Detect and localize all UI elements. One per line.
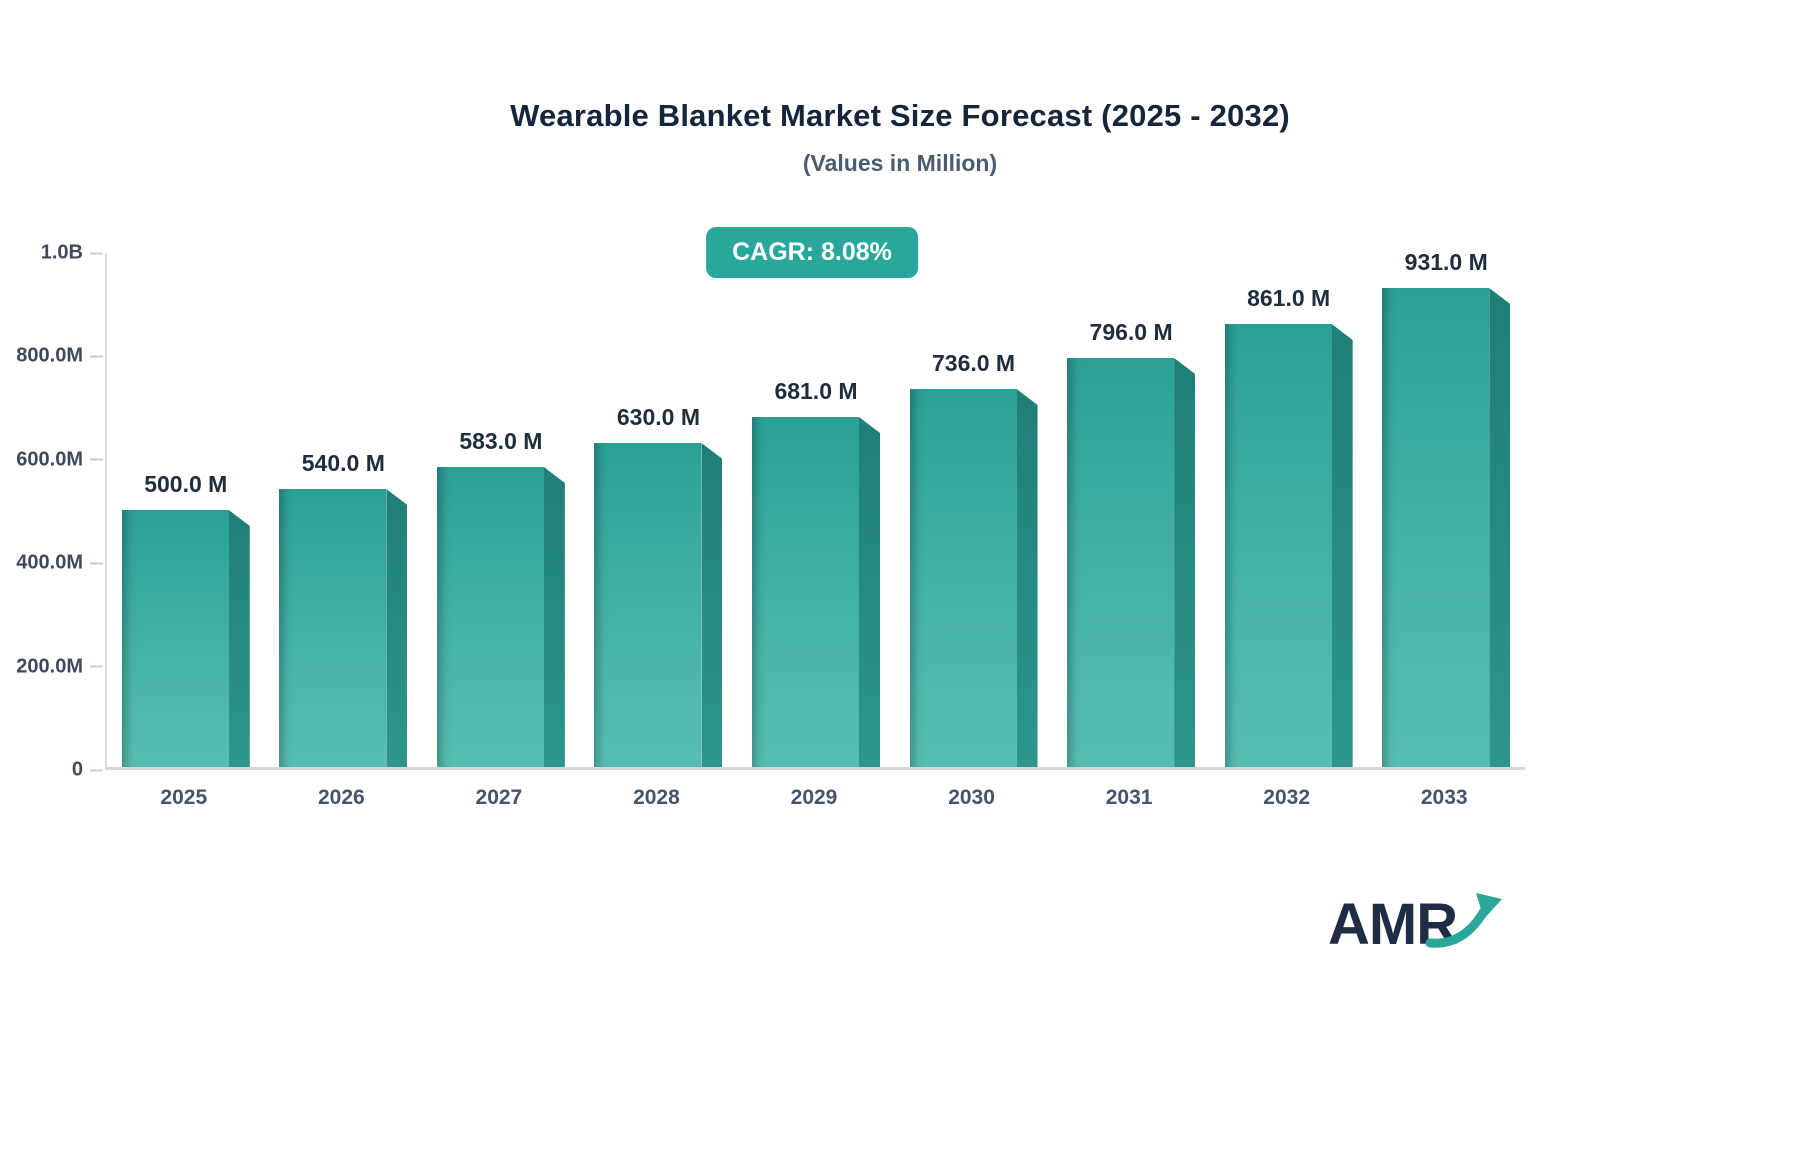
bar-side	[1174, 358, 1196, 767]
bar-face	[1224, 324, 1332, 767]
bar-side	[859, 417, 880, 767]
bar-face	[752, 417, 859, 767]
chart-subtitle: (Values in Million)	[802, 150, 998, 176]
bar-2030: 736.0 M	[909, 339, 1038, 767]
bar-value-label: 931.0 M	[1404, 249, 1488, 275]
bar-value-label: 861.0 M	[1247, 285, 1331, 311]
x-axis: 2025 2026 2027 2028 2029 2030 2031 2032 2033	[105, 786, 1525, 816]
bar-value-label: 630.0 M	[616, 404, 700, 430]
bar-value-label: 736.0 M	[931, 350, 1016, 376]
bar-value-label: 540.0 M	[301, 450, 385, 476]
y-tick: 600.0M	[16, 448, 103, 471]
chart-title: Wearable Blanket Market Size Forecast (2…	[510, 98, 1290, 133]
y-tick-label: 1.0B	[40, 241, 83, 264]
y-tick-mark	[90, 458, 103, 461]
bar-value-label: 500.0 M	[144, 471, 228, 497]
bar-side	[1331, 324, 1353, 767]
x-axis-label: 2027	[475, 786, 523, 809]
bar-value-label: 583.0 M	[459, 428, 543, 454]
x-axis-label: 2025	[160, 786, 208, 809]
x-axis-label: 2026	[317, 786, 365, 809]
bar-value-label: 681.0 M	[774, 378, 858, 404]
bar-2026: 540.0 M	[279, 439, 408, 767]
y-tick: 400.0M	[16, 552, 103, 575]
x-axis-label: 2031	[1105, 786, 1153, 809]
bar-side	[386, 489, 408, 767]
bar-2028: 630.0 M	[594, 393, 723, 767]
x-axis-label: 2032	[1263, 786, 1311, 809]
bar-2033: 931.0 M	[1382, 238, 1511, 767]
bar-2027: 583.0 M	[436, 417, 565, 767]
bar-2029: 681.0 M	[752, 367, 880, 767]
bar-face	[279, 489, 387, 767]
y-tick-mark	[90, 252, 103, 254]
y-tick-label: 0	[71, 758, 83, 781]
bar-face	[594, 443, 702, 767]
y-tick-mark	[90, 665, 103, 668]
y-axis: 0 200.0M 400.0M 600.0M 800.0M 1.0B	[0, 242, 103, 781]
bar-side	[1016, 389, 1038, 767]
amr-logo-text: AMR	[1328, 892, 1458, 957]
x-axis-label: 2030	[948, 786, 995, 809]
y-tick-mark	[90, 562, 103, 565]
bar-face	[1382, 288, 1490, 767]
y-tick-mark	[90, 769, 103, 771]
bar-face	[121, 510, 229, 767]
bar-side	[1489, 288, 1511, 767]
y-tick-label: 800.0M	[16, 344, 83, 367]
x-axis-label: 2028	[633, 786, 680, 809]
bar-2032: 861.0 M	[1224, 274, 1353, 767]
y-tick: 1.0B	[41, 242, 103, 265]
y-tick: 0	[72, 759, 103, 782]
x-axis-label: 2029	[790, 786, 838, 809]
cagr-badge: CAGR: 8.08%	[706, 227, 918, 278]
bar-face	[436, 467, 544, 767]
plot-area: 500.0 M 540.0 M 583.0 M 630.0 M 681.0 M 736.0…	[105, 249, 1525, 770]
bar-2031: 796.0 M	[1067, 308, 1196, 767]
y-tick-mark	[90, 355, 103, 358]
x-axis-label: 2033	[1420, 786, 1468, 809]
bar-value-label: 796.0 M	[1089, 319, 1173, 345]
bar-face	[1067, 358, 1175, 767]
amr-logo: AMR	[1328, 892, 1508, 965]
y-tick: 200.0M	[16, 655, 103, 678]
bar-2025: 500.0 M	[121, 460, 250, 767]
bar-side	[543, 467, 565, 767]
bar-side	[701, 443, 723, 767]
y-tick-label: 600.0M	[16, 448, 83, 471]
bar-side	[228, 510, 250, 767]
y-tick-label: 200.0M	[16, 655, 83, 678]
bar-face	[909, 389, 1017, 767]
y-tick: 800.0M	[16, 345, 103, 368]
y-tick-label: 400.0M	[16, 551, 83, 574]
